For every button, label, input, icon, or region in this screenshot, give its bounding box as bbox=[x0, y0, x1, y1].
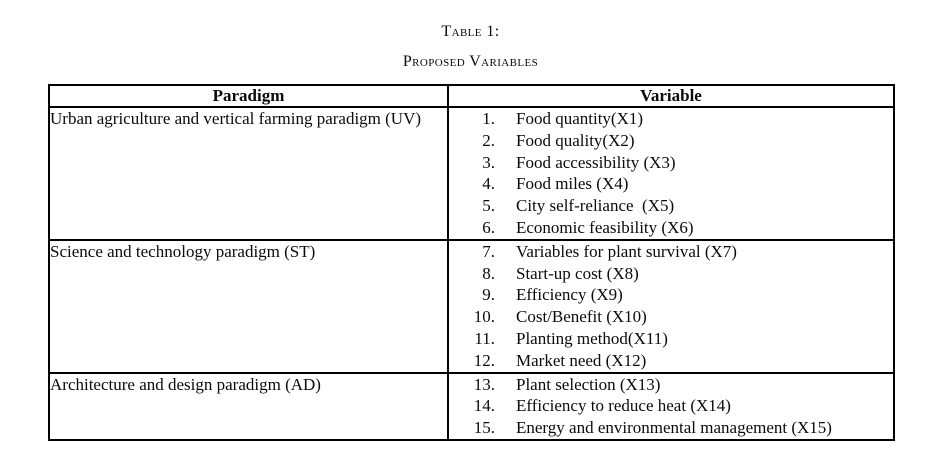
variable-label: Food quantity(X1) bbox=[516, 109, 644, 128]
paradigm-cell-uv: Urban agriculture and vertical farming p… bbox=[48, 106, 449, 241]
table-caption-number: Table 1: bbox=[441, 23, 500, 40]
variable-item: 15. Energy and environmental management (… bbox=[449, 417, 893, 439]
variable-item: 11. Planting method(X11) bbox=[449, 328, 893, 350]
variable-number: 1. bbox=[482, 109, 495, 128]
variables-cell-ad: 13. Plant selection (X13) 14. Efficiency t… bbox=[447, 371, 895, 441]
variable-list-uv: 1. Food quantity(X1) 2. Food quality(X2) 3… bbox=[449, 108, 893, 239]
variable-label: Energy and environmental management (X15… bbox=[516, 418, 832, 438]
variable-number: 5. bbox=[482, 196, 495, 216]
variable-label: Planting method(X11) bbox=[516, 328, 668, 348]
variable-label: Efficiency to reduce heat (X14) bbox=[516, 396, 731, 416]
column-header-paradigm: Paradigm bbox=[48, 84, 449, 108]
variable-item: 12. Market need (X12) bbox=[449, 350, 893, 372]
variable-item: 3. Food accessibility (X3) bbox=[449, 152, 893, 174]
table-header-row: Paradigm Variable bbox=[48, 84, 895, 108]
variable-label: Cost/Benefit (X10) bbox=[516, 307, 647, 327]
variable-item: 8. Start-up cost (X8) bbox=[449, 263, 893, 285]
table-row-st: Science and technology paradigm (ST) 7. V… bbox=[48, 238, 895, 374]
proposed-variables-table: Paradigm Variable Urban agriculture and … bbox=[48, 84, 895, 441]
variable-list-ad: 13. Plant selection (X13) 14. Efficiency t… bbox=[449, 374, 893, 439]
variable-number: 4. bbox=[482, 174, 495, 194]
paradigm-cell-ad: Architecture and design paradigm (AD) bbox=[48, 371, 449, 441]
variables-cell-st: 7. Variables for plant survival (X7) 8. St… bbox=[447, 238, 895, 374]
variable-item: 4. Food miles (X4) bbox=[449, 173, 893, 195]
variable-label: City self-reliance (X5) bbox=[516, 196, 675, 216]
variable-number: 12. bbox=[473, 350, 495, 370]
variable-number: 10. bbox=[473, 307, 495, 327]
variable-label: Start-up cost (X8) bbox=[516, 263, 639, 283]
variable-label: Food miles (X4) bbox=[516, 174, 629, 194]
variable-label: Efficiency (X9) bbox=[516, 285, 623, 305]
variable-label: Food accessibility (X3) bbox=[516, 152, 676, 172]
variable-label: Variables for plant survival (X7) bbox=[516, 241, 737, 261]
table-caption-title: Proposed Variables bbox=[402, 53, 539, 70]
variable-item: 1. Food quantity(X1) bbox=[449, 108, 893, 130]
variable-item: 7. Variables for plant survival (X7) bbox=[449, 241, 893, 263]
variable-label: Economic feasibility (X6) bbox=[516, 217, 694, 237]
variable-number: 9. bbox=[482, 285, 495, 305]
variable-number: 2. bbox=[482, 130, 495, 150]
variable-label: Plant selection (X13) bbox=[516, 374, 661, 394]
variable-item: 5. City self-reliance (X5) bbox=[449, 195, 893, 217]
variable-number: 8. bbox=[482, 263, 495, 283]
variable-number: 6. bbox=[482, 217, 495, 237]
column-header-variable: Variable bbox=[447, 84, 895, 108]
variable-list-st: 7. Variables for plant survival (X7) 8. St… bbox=[449, 241, 893, 372]
variable-item: 14. Efficiency to reduce heat (X14) bbox=[449, 395, 893, 417]
variables-cell-uv: 1. Food quantity(X1) 2. Food quality(X2) 3… bbox=[447, 106, 895, 241]
table-row-uv: Urban agriculture and vertical farming p… bbox=[48, 106, 895, 241]
variable-item: 13. Plant selection (X13) bbox=[449, 374, 893, 396]
variable-item: 9. Efficiency (X9) bbox=[449, 284, 893, 306]
variable-number: 15. bbox=[473, 418, 495, 438]
variable-number: 11. bbox=[474, 328, 495, 348]
variable-item: 10. Cost/Benefit (X10) bbox=[449, 306, 893, 328]
variable-item: 2. Food quality(X2) bbox=[449, 130, 893, 152]
paradigm-cell-st: Science and technology paradigm (ST) bbox=[48, 238, 449, 374]
variable-item: 6. Economic feasibility (X6) bbox=[449, 217, 893, 239]
variable-label: Food quality(X2) bbox=[516, 130, 635, 150]
variable-number: 13. bbox=[473, 374, 495, 394]
variable-label: Market need (X12) bbox=[516, 350, 647, 370]
variable-number: 7. bbox=[482, 241, 495, 261]
variable-number: 3. bbox=[482, 152, 495, 172]
variable-number: 14. bbox=[473, 396, 495, 416]
table-row-ad: Architecture and design paradigm (AD) 13… bbox=[48, 371, 895, 441]
